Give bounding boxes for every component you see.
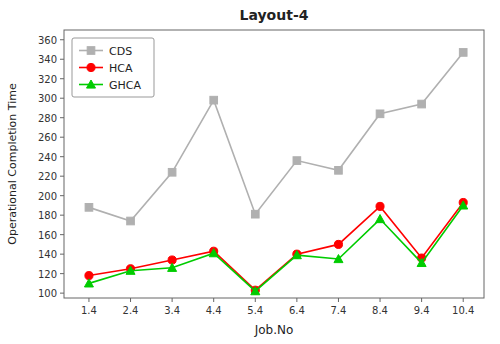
y-tick <box>60 59 64 60</box>
x-tick <box>380 298 381 302</box>
y-tick <box>60 156 64 157</box>
x-tick-label: 6.4 <box>289 305 305 316</box>
legend: CDS HCA GHCA <box>72 38 154 97</box>
y-tick-label: 100 <box>38 288 57 299</box>
point <box>209 249 218 257</box>
point <box>459 201 468 209</box>
y-tick <box>60 137 64 138</box>
x-tick-label: 2.4 <box>123 305 139 316</box>
point <box>251 287 260 295</box>
x-tick-label: 10.4 <box>452 305 474 316</box>
y-tick <box>60 234 64 235</box>
point <box>85 204 93 212</box>
point <box>293 250 301 258</box>
x-tick-label: 7.4 <box>331 305 347 316</box>
legend-label: CDS <box>109 45 132 58</box>
y-tick <box>60 98 64 99</box>
x-tick <box>213 298 214 302</box>
x-tick <box>463 298 464 302</box>
legend-marker <box>87 47 95 55</box>
y-tick <box>60 293 64 294</box>
x-tick-label: 3.4 <box>164 305 180 316</box>
y-tick-label: 120 <box>38 269 57 280</box>
plot-frame <box>64 30 484 298</box>
y-tick <box>60 273 64 274</box>
point <box>334 255 343 263</box>
y-tick <box>60 254 64 255</box>
series-line <box>89 202 463 290</box>
point <box>84 279 93 287</box>
title: Layout-4 <box>240 7 309 23</box>
x-tick-label: 9.4 <box>414 305 430 316</box>
x-tick-label: 4.4 <box>206 305 222 316</box>
y-tick-label: 140 <box>38 249 57 260</box>
point <box>335 167 343 175</box>
chart: 100 120 140 160 180 200 220 240 260 280 300 320 340 3… <box>0 0 500 344</box>
legend-marker <box>87 63 95 71</box>
y-axis: 100 120 140 160 180 200 220 240 260 280 300 320 340 3… <box>38 35 64 299</box>
x-tick <box>255 298 256 302</box>
y-tick-label: 240 <box>38 152 57 163</box>
point <box>376 215 385 223</box>
series-line <box>89 205 463 291</box>
point <box>459 49 467 57</box>
point <box>376 110 384 118</box>
y-tick <box>60 215 64 216</box>
x-tick <box>172 298 173 302</box>
y-tick <box>60 176 64 177</box>
point <box>168 263 177 271</box>
point <box>292 251 301 259</box>
y-tick-label: 200 <box>38 191 57 202</box>
y-tick-label: 180 <box>38 210 57 221</box>
series <box>84 201 467 295</box>
legend-label: HCA <box>109 62 133 75</box>
x-tick <box>421 298 422 302</box>
point <box>168 168 176 176</box>
y-tick-label: 280 <box>38 113 57 124</box>
point <box>126 266 135 274</box>
point <box>251 286 259 294</box>
y-tick-label: 320 <box>38 74 57 85</box>
y-axis-label: Operational Completion Time <box>6 83 19 245</box>
point <box>127 217 135 225</box>
y-tick-label: 360 <box>38 35 57 46</box>
y-tick <box>60 39 64 40</box>
point <box>418 100 426 108</box>
x-axis-label: Job.No <box>254 323 294 337</box>
y-tick <box>60 117 64 118</box>
point <box>210 96 218 104</box>
x-tick-label: 8.4 <box>372 305 388 316</box>
point <box>293 157 301 165</box>
y-tick-label: 220 <box>38 171 57 182</box>
y-tick-label: 340 <box>38 54 57 65</box>
series <box>85 198 467 294</box>
x-tick-label: 1.4 <box>81 305 97 316</box>
point <box>376 202 384 210</box>
y-tick <box>60 195 64 196</box>
x-tick <box>296 298 297 302</box>
legend-box <box>72 38 154 97</box>
x-tick <box>130 298 131 302</box>
point <box>417 258 426 266</box>
x-tick-label: 5.4 <box>247 305 263 316</box>
point <box>251 210 259 218</box>
x-tick <box>88 298 89 302</box>
y-tick-label: 260 <box>38 132 57 143</box>
x-tick <box>338 298 339 302</box>
y-tick-label: 160 <box>38 230 57 241</box>
point <box>334 240 342 248</box>
y-tick <box>60 78 64 79</box>
y-tick-label: 300 <box>38 93 57 104</box>
legend-label: GHCA <box>109 79 141 92</box>
legend-marker <box>87 80 96 88</box>
x-axis: 1.4 2.4 3.4 4.4 5.4 6.4 7.4 8.4 9.4 10.4 <box>81 298 474 316</box>
